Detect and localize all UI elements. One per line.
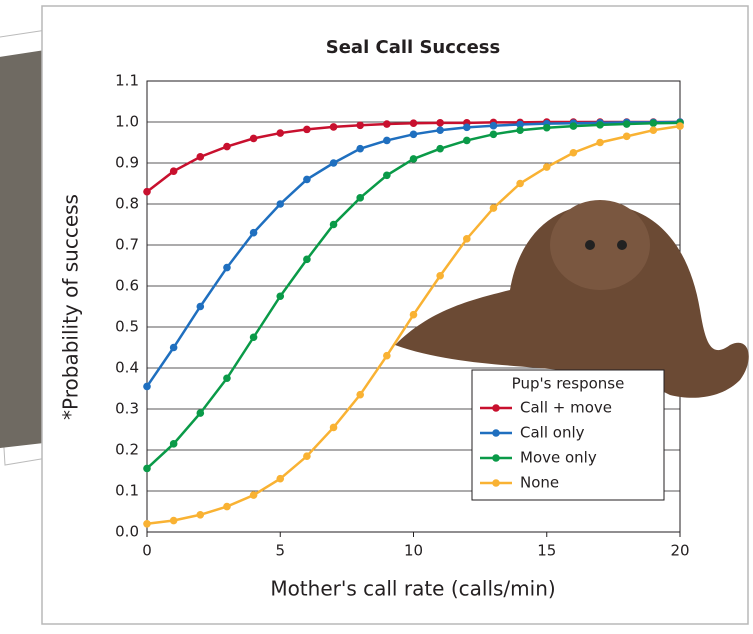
x-axis-label: Mother's call rate (calls/min) bbox=[270, 577, 555, 601]
data-point bbox=[223, 264, 231, 272]
data-point bbox=[330, 424, 338, 432]
data-point bbox=[250, 135, 258, 143]
data-point bbox=[410, 119, 418, 127]
data-point bbox=[223, 374, 231, 382]
data-point bbox=[436, 272, 444, 280]
data-point bbox=[383, 137, 391, 145]
data-point bbox=[650, 119, 658, 127]
data-point bbox=[330, 123, 338, 131]
data-point bbox=[276, 475, 284, 483]
data-point bbox=[303, 256, 311, 264]
data-point bbox=[143, 383, 151, 391]
data-point bbox=[383, 120, 391, 128]
chart: Seal Call Success Mother's call rate (ca… bbox=[0, 0, 753, 630]
data-point bbox=[223, 143, 231, 151]
data-point bbox=[250, 491, 258, 499]
legend-marker bbox=[492, 404, 500, 412]
y-axis-label: *Probability of success bbox=[59, 194, 83, 420]
data-point bbox=[463, 137, 471, 145]
data-point bbox=[383, 172, 391, 180]
data-point bbox=[303, 452, 311, 460]
data-point bbox=[143, 188, 151, 196]
y-tick-label: 1.0 bbox=[115, 113, 139, 131]
data-point bbox=[303, 126, 311, 134]
y-tick-label: 0.5 bbox=[115, 318, 139, 336]
data-point bbox=[436, 145, 444, 153]
data-point bbox=[170, 517, 178, 525]
data-point bbox=[543, 163, 551, 171]
y-tick-label: 0.8 bbox=[115, 195, 139, 213]
data-point bbox=[623, 120, 631, 128]
data-point bbox=[197, 511, 205, 519]
data-point bbox=[570, 149, 578, 157]
data-point bbox=[250, 333, 258, 341]
data-point bbox=[170, 167, 178, 175]
data-point bbox=[436, 126, 444, 134]
data-point bbox=[516, 126, 524, 134]
data-point bbox=[490, 122, 498, 130]
legend-label: Call only bbox=[520, 424, 585, 442]
legend: Pup's response Call + move Call only Move … bbox=[472, 370, 664, 500]
legend-marker bbox=[492, 479, 500, 487]
legend-title: Pup's response bbox=[512, 375, 625, 393]
legend-marker bbox=[492, 429, 500, 437]
data-point bbox=[143, 465, 151, 473]
data-point bbox=[596, 139, 604, 147]
data-point bbox=[356, 121, 364, 129]
y-tick-label: 0.4 bbox=[115, 359, 139, 377]
data-point bbox=[490, 131, 498, 139]
y-tick-label: 0.6 bbox=[115, 277, 139, 295]
legend-label: Call + move bbox=[520, 399, 612, 417]
y-tick-label: 0.1 bbox=[115, 482, 139, 500]
data-point bbox=[463, 124, 471, 132]
data-point bbox=[303, 176, 311, 184]
y-tick-label: 1.1 bbox=[115, 72, 139, 90]
data-point bbox=[436, 119, 444, 127]
data-point bbox=[356, 391, 364, 399]
data-point bbox=[623, 133, 631, 141]
x-tick-label: 20 bbox=[670, 542, 689, 560]
data-point bbox=[330, 159, 338, 167]
data-point bbox=[197, 153, 205, 161]
data-point bbox=[596, 121, 604, 129]
data-point bbox=[570, 122, 578, 130]
data-point bbox=[356, 194, 364, 202]
data-point bbox=[223, 503, 231, 511]
data-point bbox=[197, 409, 205, 417]
y-tick-label: 0.9 bbox=[115, 154, 139, 172]
data-point bbox=[170, 344, 178, 352]
data-point bbox=[197, 303, 205, 311]
data-point bbox=[276, 292, 284, 300]
x-tick-label: 5 bbox=[275, 542, 285, 560]
data-point bbox=[676, 122, 684, 130]
y-tick-label: 0.2 bbox=[115, 441, 139, 459]
data-point bbox=[516, 180, 524, 188]
data-point bbox=[276, 200, 284, 208]
y-tick-label: 0.7 bbox=[115, 236, 139, 254]
y-tick-label: 0.3 bbox=[115, 400, 139, 418]
data-point bbox=[490, 204, 498, 212]
data-point bbox=[330, 221, 338, 229]
data-point bbox=[170, 440, 178, 448]
x-tick-label: 10 bbox=[404, 542, 423, 560]
legend-marker bbox=[492, 454, 500, 462]
data-point bbox=[250, 229, 258, 237]
data-point bbox=[276, 129, 284, 137]
x-tick-label: 15 bbox=[537, 542, 556, 560]
data-point bbox=[463, 235, 471, 243]
data-point bbox=[143, 520, 151, 528]
data-point bbox=[543, 124, 551, 132]
data-point bbox=[410, 311, 418, 319]
legend-label: Move only bbox=[520, 449, 597, 467]
x-tick-label: 0 bbox=[142, 542, 152, 560]
data-point bbox=[410, 131, 418, 139]
legend-label: None bbox=[520, 474, 559, 492]
data-point bbox=[410, 155, 418, 163]
data-point bbox=[383, 352, 391, 360]
page: {"chart_data": {"type": "line", "title":… bbox=[0, 0, 753, 630]
y-tick-label: 0.0 bbox=[115, 523, 139, 541]
chart-title: Seal Call Success bbox=[326, 37, 500, 58]
data-point bbox=[356, 145, 364, 153]
data-point bbox=[650, 126, 658, 134]
